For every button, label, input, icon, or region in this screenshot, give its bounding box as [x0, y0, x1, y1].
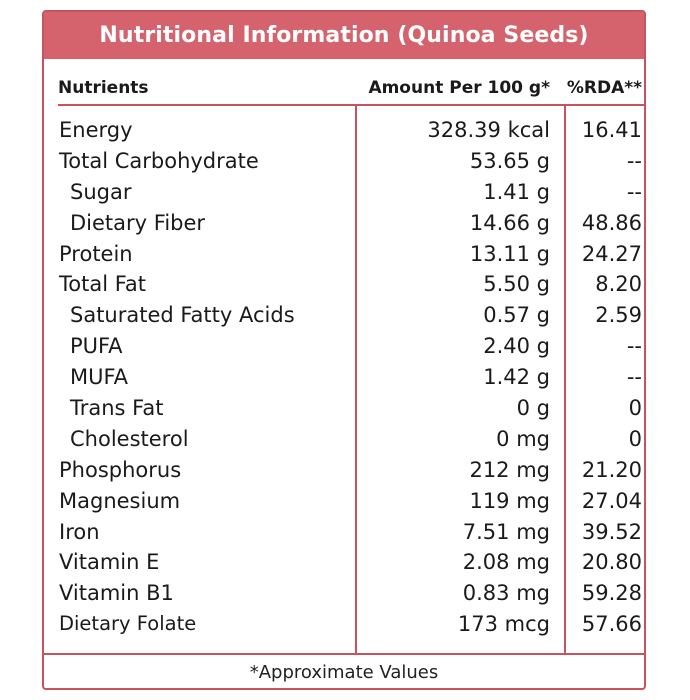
nutrition-panel: Nutritional Information (Quinoa Seeds) N…: [42, 10, 646, 690]
nutrient-name: Cholesterol: [70, 426, 189, 451]
nutrient-name: MUFA: [70, 365, 129, 390]
nutrient-rda: 2.59: [595, 303, 642, 328]
nutrient-amount: 212 mg: [469, 457, 550, 482]
table-row: Cholesterol 0 mg 0: [44, 424, 644, 455]
nutrient-amount: 173 mcg: [457, 612, 550, 637]
nutrient-rda: 8.20: [595, 272, 642, 297]
nutrient-amount: 328.39 kcal: [427, 118, 550, 142]
table-row: Dietary Fiber 14.66 g 48.86: [44, 208, 644, 239]
header-rda: %RDA**: [566, 78, 642, 98]
table-row: Total Carbohydrate 53.65 g --: [44, 146, 644, 177]
table-row: Vitamin E 2.08 mg 20.80: [44, 547, 644, 578]
nutrient-rda: 57.66: [581, 612, 642, 637]
nutrient-rda: 59.28: [581, 581, 642, 606]
table-row: Energy 328.39 kcal 16.41: [44, 115, 644, 146]
table-row: Total Fat 5.50 g 8.20: [44, 269, 644, 300]
nutrient-name: Sugar: [70, 179, 132, 204]
panel-title: Nutritional Information (Quinoa Seeds): [44, 12, 644, 59]
nutrient-name: PUFA: [70, 334, 123, 359]
table-row: Protein 13.11 g 24.27: [44, 239, 644, 270]
header-amount: Amount Per 100 g*: [368, 78, 550, 98]
nutrient-rda: --: [626, 334, 642, 359]
table-row: Magnesium 119 mg 27.04: [44, 486, 644, 517]
table-header: Nutrients Amount Per 100 g* %RDA**: [44, 70, 644, 106]
nutrient-amount: 0 g: [516, 396, 550, 421]
nutrient-amount: 2.08 mg: [462, 550, 550, 575]
nutrient-amount: 1.42 g: [483, 365, 550, 390]
nutrient-name: Dietary Fiber: [70, 210, 206, 235]
nutrient-amount: 13.11 g: [469, 241, 550, 266]
nutrient-amount: 2.40 g: [483, 334, 550, 359]
nutrient-amount: 1.41 g: [483, 179, 550, 204]
nutrient-name: Dietary Folate: [59, 612, 197, 636]
nutrient-rda: --: [626, 365, 642, 390]
nutrient-rda: 20.80: [581, 550, 642, 575]
nutrient-name: Magnesium: [59, 488, 181, 513]
nutrient-amount: 0.83 mg: [462, 581, 550, 606]
nutrient-rda: 39.52: [581, 519, 642, 544]
nutrient-amount: 14.66 g: [469, 210, 550, 235]
header-nutrients: Nutrients: [58, 78, 149, 98]
table-row: Iron 7.51 mg 39.52: [44, 517, 644, 548]
nutrient-rda: 48.86: [581, 210, 642, 235]
column-divider-amount: [355, 106, 357, 654]
nutrient-rda: --: [626, 179, 642, 204]
table-row: Sugar 1.41 g --: [44, 177, 644, 208]
nutrient-name: Protein: [59, 241, 133, 266]
nutrient-name: Phosphorus: [59, 457, 182, 482]
footer-divider: [44, 653, 644, 655]
nutrient-amount: 7.51 mg: [462, 519, 550, 544]
nutrient-rda: 0: [628, 426, 642, 451]
nutrient-rda: 0: [628, 396, 642, 421]
header-divider: [58, 104, 644, 106]
nutrient-name: Iron: [59, 519, 100, 544]
nutrient-rows: Energy 328.39 kcal 16.41 Total Carbohydrate…: [44, 115, 644, 640]
nutrient-name: Vitamin B1: [59, 581, 174, 606]
nutrient-name: Total Carbohydrate: [59, 148, 259, 173]
nutrient-amount: 5.50 g: [483, 272, 550, 297]
nutrient-rda: 27.04: [581, 488, 642, 513]
table-row: Phosphorus 212 mg 21.20: [44, 455, 644, 486]
nutrient-name: Energy: [59, 118, 133, 142]
nutrient-name: Vitamin E: [59, 550, 160, 575]
table-row: Trans Fat 0 g 0: [44, 393, 644, 424]
nutrient-name: Total Fat: [59, 272, 146, 297]
table-row: Saturated Fatty Acids 0.57 g 2.59: [44, 300, 644, 331]
nutrient-rda: 24.27: [581, 241, 642, 266]
nutrient-rda: 21.20: [581, 457, 642, 482]
nutrient-amount: 53.65 g: [469, 148, 550, 173]
nutrient-amount: 0.57 g: [483, 303, 550, 328]
nutrient-name: Saturated Fatty Acids: [70, 303, 295, 328]
footnote: *Approximate Values: [249, 662, 439, 683]
table-row: MUFA 1.42 g --: [44, 362, 644, 393]
table-row: PUFA 2.40 g --: [44, 331, 644, 362]
column-divider-rda: [564, 106, 566, 654]
table-row: Dietary Folate 173 mcg 57.66: [44, 609, 644, 640]
table-row: Vitamin B1 0.83 mg 59.28: [44, 578, 644, 609]
nutrient-amount: 119 mg: [469, 488, 550, 513]
nutrient-rda: 16.41: [581, 118, 642, 142]
nutrient-rda: --: [626, 148, 642, 173]
nutrient-amount: 0 mg: [496, 426, 550, 451]
nutrient-name: Trans Fat: [70, 396, 164, 421]
